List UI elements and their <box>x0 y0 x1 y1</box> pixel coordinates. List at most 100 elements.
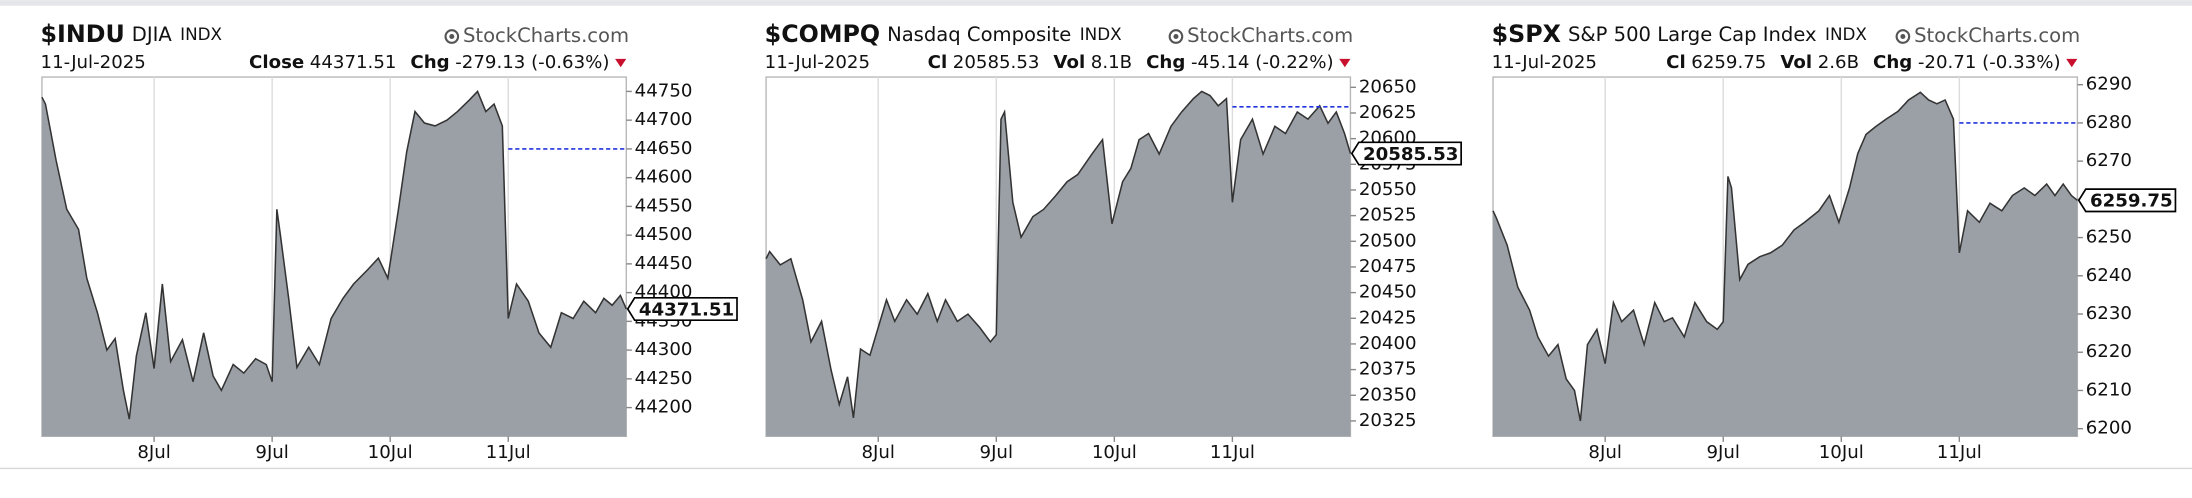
y-tick-label: 44550 <box>635 195 693 216</box>
y-tick-label: 44450 <box>635 253 693 274</box>
chart-heading: $COMPQ Nasdaq Composite INDX <box>765 20 1122 48</box>
last-value-label: 20585.53 <box>1363 144 1458 165</box>
change-arrow <box>2066 58 2078 68</box>
stat-label: Chg <box>1873 52 1912 73</box>
x-tick-label: 8Jul <box>1588 442 1621 463</box>
y-tick-label: 44750 <box>635 80 693 101</box>
y-tick-label: 6230 <box>2086 303 2132 324</box>
last-value-tag: 44371.51 <box>626 296 738 322</box>
y-tick-label: 44650 <box>635 138 693 159</box>
exchange: INDX <box>180 24 222 44</box>
y-tick-label: 20525 <box>1359 205 1417 226</box>
source-icon <box>1168 29 1184 44</box>
y-tick-label: 20500 <box>1359 230 1417 251</box>
y-tick-label: 6270 <box>2086 150 2132 171</box>
last-value-box <box>2077 188 2177 213</box>
stats: Cl 6259.75 Vol 2.6B Chg -20.71 (-0.33%) <box>1666 52 2060 73</box>
y-tick-label: 6210 <box>2086 379 2132 400</box>
area <box>1493 92 2078 437</box>
y-tick-label: 6220 <box>2086 341 2132 362</box>
stat-value: 44371.51 <box>310 52 397 73</box>
stat-label: Cl <box>928 52 948 73</box>
y-tick-label: 20325 <box>1359 410 1417 431</box>
symbol: $SPX <box>1492 20 1561 48</box>
stat-value: -45.14 (-0.22%) <box>1191 52 1334 73</box>
y-tick-label: 44700 <box>635 109 693 130</box>
stat-label: Vol <box>1053 52 1085 73</box>
y-tick-label: 44500 <box>635 224 693 245</box>
y-tick-label: 44250 <box>635 368 693 389</box>
stat-label: Chg <box>410 52 449 73</box>
source-icon <box>444 29 460 44</box>
stats: Cl 20585.53 Vol 8.1B Chg -45.14 (-0.22%) <box>928 52 1334 73</box>
stat-label: Cl <box>1666 52 1686 73</box>
y-tick-label: 6250 <box>2086 227 2132 248</box>
y-tick-label: 6280 <box>2086 112 2132 133</box>
last-value-tag: 20585.53 <box>1350 141 1462 166</box>
exchange: INDX <box>1080 24 1122 44</box>
index-name: DJIA <box>132 23 173 46</box>
y-tick-label: 20350 <box>1359 384 1417 405</box>
stat-value: 20585.53 <box>953 52 1040 73</box>
x-tick-label: 10Jul <box>1092 442 1137 463</box>
y-tick-label: 20425 <box>1359 307 1417 328</box>
y-tick-label: 20375 <box>1359 359 1417 380</box>
x-tick-label: 9Jul <box>980 442 1013 463</box>
last-value-label: 6259.75 <box>2090 191 2173 212</box>
price-line <box>1492 91 2078 422</box>
stat-value: 8.1B <box>1091 52 1132 73</box>
chart-heading: $INDU DJIA INDX <box>41 20 223 48</box>
area <box>41 91 627 437</box>
x-tick-label: 11Jul <box>1210 442 1255 463</box>
y-tick-label: 20475 <box>1359 256 1417 277</box>
price-line <box>41 90 627 420</box>
symbol: $INDU <box>41 20 125 48</box>
y-tick-label: 6200 <box>2086 418 2132 439</box>
x-tick-label: 11Jul <box>1937 442 1982 463</box>
source-icon-dot <box>1900 33 1906 40</box>
stats: Close 44371.51 Chg -279.13 (-0.63%) <box>249 52 609 73</box>
y-tick-label: 6240 <box>2086 265 2132 286</box>
last-value-box <box>1350 141 1462 166</box>
index-name: Nasdaq Composite <box>887 23 1071 46</box>
change-arrow <box>615 58 627 68</box>
y-tick-label: 6290 <box>2086 74 2132 95</box>
stat-value: -20.71 (-0.33%) <box>1918 52 2061 73</box>
stat-value: 6259.75 <box>1691 52 1766 73</box>
area <box>766 91 1351 437</box>
y-tick-label: 20650 <box>1359 76 1417 97</box>
date: 11-Jul-2025 <box>765 52 870 73</box>
y-tick-label: 44200 <box>635 397 693 418</box>
last-value-label: 44371.51 <box>639 299 734 320</box>
y-tick-label: 20550 <box>1359 179 1417 200</box>
y-tick-label: 44600 <box>635 167 693 188</box>
last-value-tag: 6259.75 <box>2077 188 2177 213</box>
source: StockCharts.com <box>1914 24 2080 47</box>
top-band <box>0 0 2192 6</box>
stat-label: Close <box>249 52 304 73</box>
x-tick-label: 8Jul <box>137 442 170 463</box>
x-tick-label: 10Jul <box>368 442 413 463</box>
index-name: S&P 500 Large Cap Index <box>1568 23 1817 46</box>
source-icon-dot <box>1173 33 1179 40</box>
x-tick-label: 8Jul <box>861 442 894 463</box>
source-icon <box>1895 29 1911 44</box>
y-tick-label: 20625 <box>1359 102 1417 123</box>
x-tick-label: 11Jul <box>486 442 531 463</box>
x-tick-label: 10Jul <box>1819 442 1864 463</box>
exchange: INDX <box>1825 24 1867 44</box>
source: StockCharts.com <box>1187 24 1353 47</box>
y-tick-label: 20450 <box>1359 282 1417 303</box>
stat-label: Vol <box>1780 52 1812 73</box>
change-arrow <box>1339 58 1351 68</box>
source-icon-dot <box>449 33 455 40</box>
last-value-box <box>626 296 738 322</box>
date: 11-Jul-2025 <box>41 52 146 73</box>
y-tick-label: 20400 <box>1359 333 1417 354</box>
source: StockCharts.com <box>463 24 629 47</box>
price-line <box>765 90 1352 418</box>
x-tick-label: 9Jul <box>1706 442 1739 463</box>
date: 11-Jul-2025 <box>1492 52 1597 73</box>
chart-heading: $SPX S&P 500 Large Cap Index INDX <box>1492 20 1867 48</box>
